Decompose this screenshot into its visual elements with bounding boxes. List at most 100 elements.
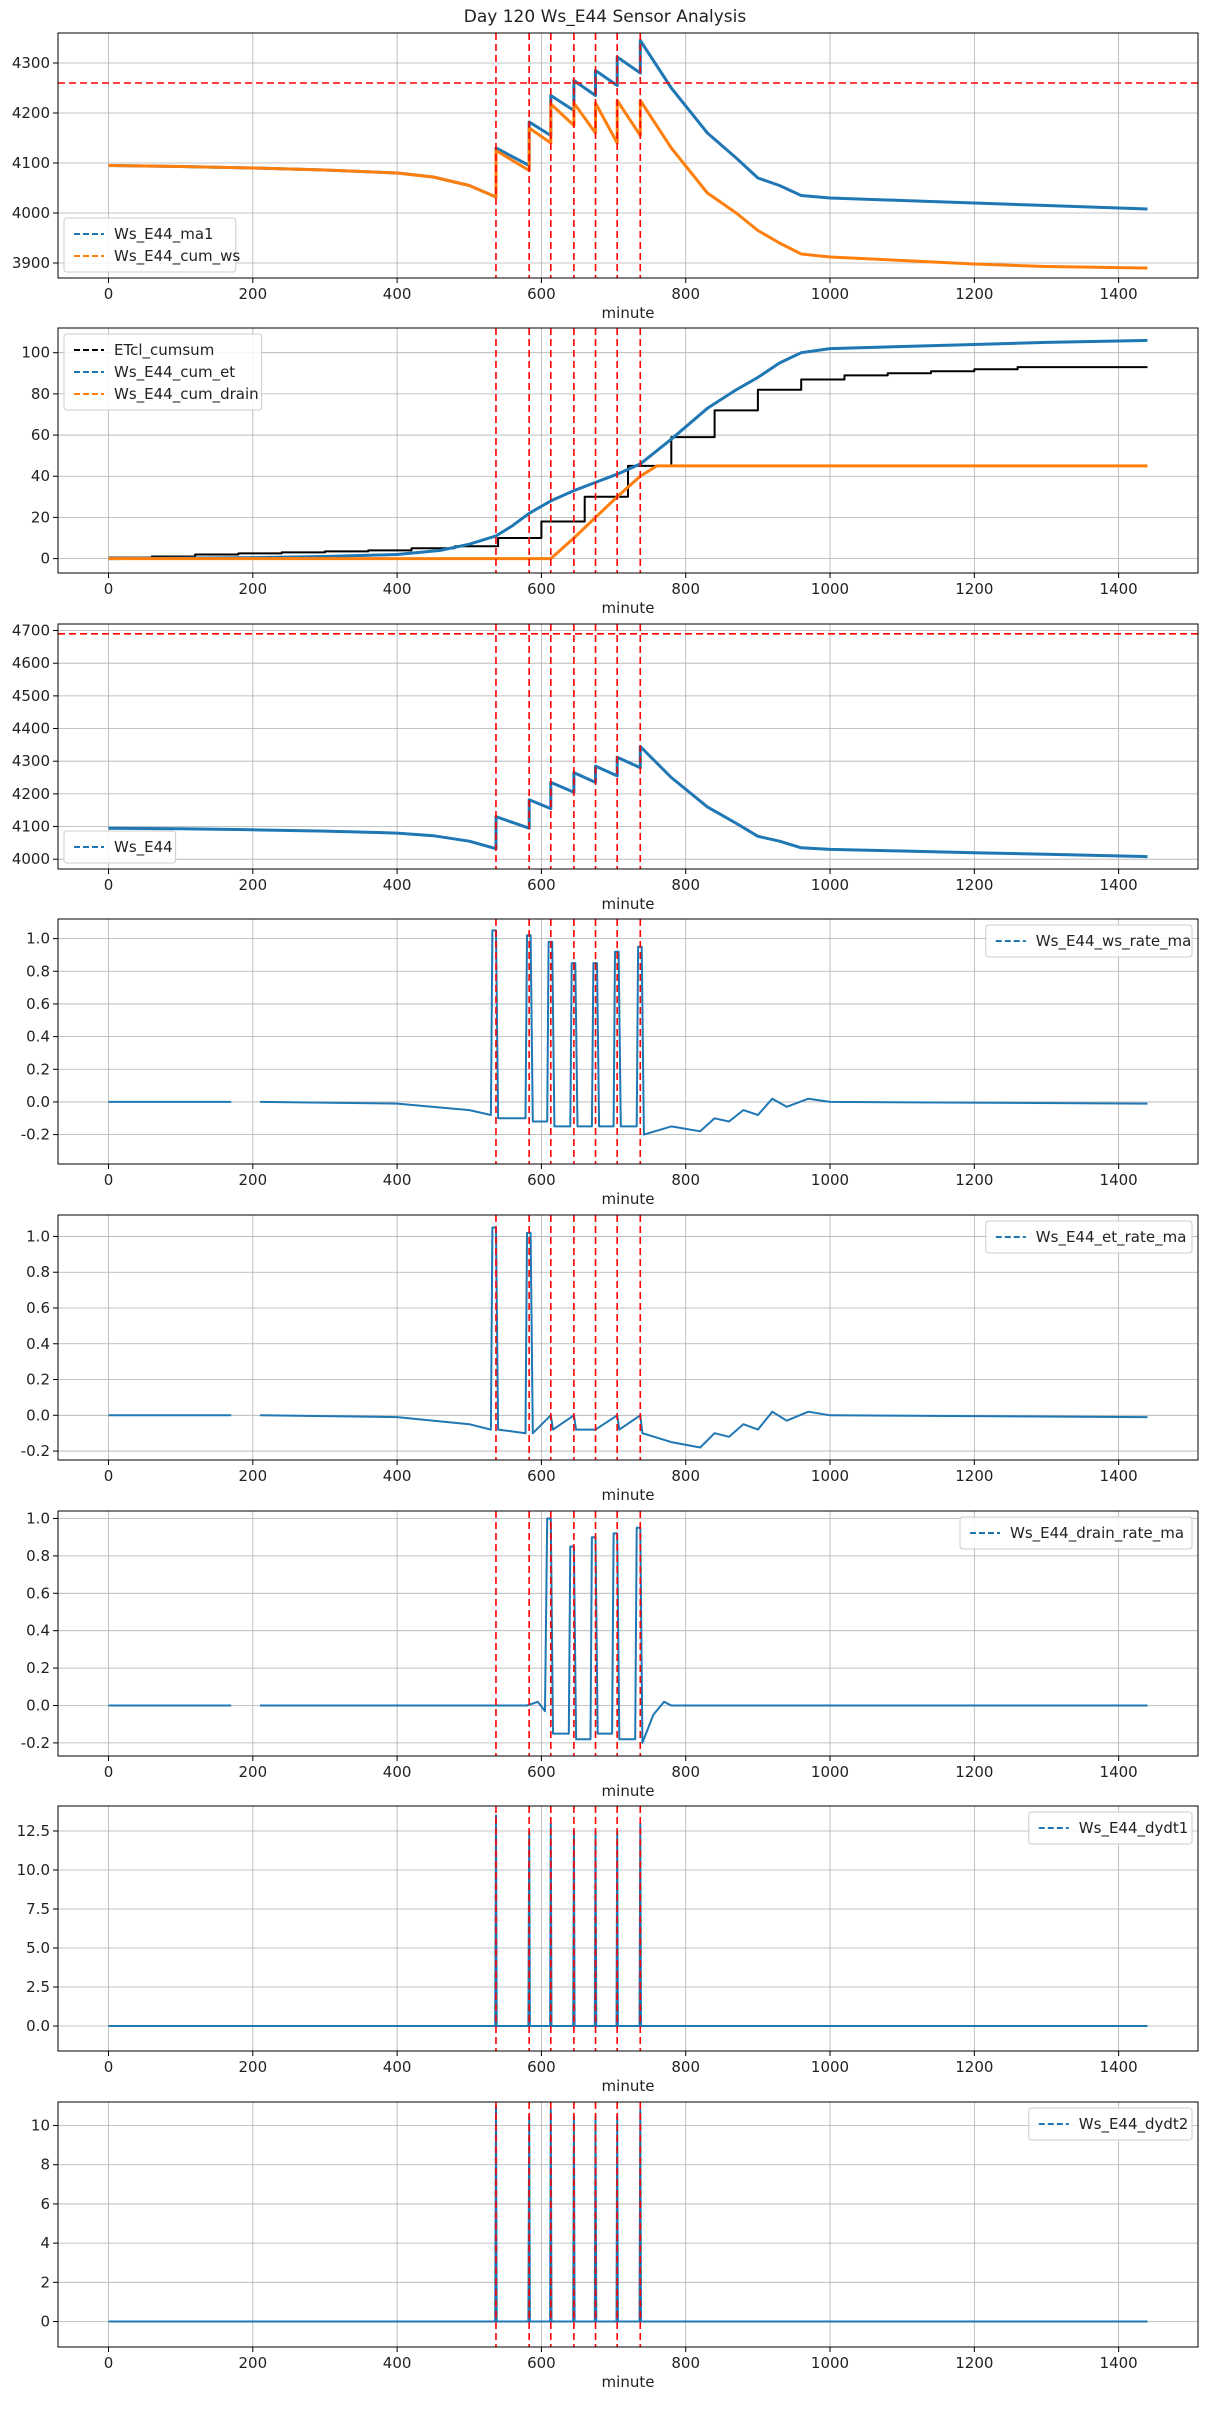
legend-entry: Ws_E44_cum_drain [114,385,259,404]
x-tick-label: 400 [383,1763,412,1781]
x-tick-label: 1000 [811,1171,849,1189]
y-tick-label: 60 [31,426,50,444]
x-tick-label: 1400 [1100,1763,1138,1781]
x-tick-label: 1000 [811,2354,849,2372]
y-tick-label: 100 [21,344,50,362]
x-axis-label: minute [602,2077,655,2095]
axes-frame [57,1214,1199,1461]
plot-area [108,1511,1148,1756]
x-tick-label: 600 [527,2058,556,2076]
y-tick-label: 4200 [12,104,50,122]
y-tick-label: 1.0 [26,1509,50,1527]
series-line-Ws_E44_dydt2 [108,2104,1148,2323]
y-tick-label: 4600 [12,654,50,672]
series-line-Ws_E44_et_rate_ma [108,1226,1148,1449]
legend-box [63,333,263,411]
x-axis-label: minute [602,1190,655,1208]
y-tick-label: 0.0 [26,1093,50,1111]
x-tick-label: 1400 [1100,1171,1138,1189]
y-tick-label: 4 [40,2234,50,2252]
axes-frame [57,2101,1199,2348]
legend-box [63,830,177,864]
series-line-Ws_E44_ma1 [108,39,1148,211]
figure-title: Day 120 Ws_E44 Sensor Analysis [464,7,747,27]
x-tick-label: 400 [383,876,412,894]
panel-4: 0 200 400 600 800 1000 1200 1400 -0.2 0.0 0.2 0.4 0.… [21,918,1199,1208]
x-tick-label: 1400 [1100,2354,1138,2372]
legend: Ws_E44_drain_rate_ma [959,1516,1193,1550]
x-tick-label: 1200 [955,2354,993,2372]
x-tick-label: 600 [527,580,556,598]
x-tick-label: 1200 [955,1763,993,1781]
x-tick-label: 200 [238,1763,267,1781]
legend-box [985,1220,1193,1254]
axes-frame [57,32,1199,279]
series-line-Ws_E44_cum_ws [108,99,1148,270]
legend-box [63,217,237,273]
legend: Ws_E44_et_rate_ma [985,1220,1193,1254]
x-tick-label: 1200 [955,285,993,303]
x-tick-label: 400 [383,2058,412,2076]
x-tick-label: 1000 [811,876,849,894]
x-axis-label: minute [602,1486,655,1504]
y-tick-label: 20 [31,508,50,526]
x-tick-label: 800 [671,285,700,303]
x-tick-label: 0 [104,580,114,598]
series-line-Ws_E44_ws_rate_ma [108,929,1148,1136]
x-tick-label: 1200 [955,2058,993,2076]
panel-1: 0 200 400 600 800 1000 1200 1400 3900 4000 4100 420… [12,32,1199,322]
x-tick-label: 800 [671,876,700,894]
x-tick-label: 0 [104,1467,114,1485]
y-tick-label: 4000 [12,204,50,222]
legend-box [1028,1811,1193,1845]
x-tick-label: 600 [527,1467,556,1485]
axes-frame [57,623,1199,870]
x-axis-label: minute [602,895,655,913]
y-tick-label: 3900 [12,254,50,272]
y-tick-label: 4300 [12,54,50,72]
panel-7: 0 200 400 600 800 1000 1200 1400 0.0 2.5 5.0 7.5 10.… [17,1805,1199,2095]
x-axis-label: minute [602,304,655,322]
x-tick-label: 200 [238,285,267,303]
legend-entry: Ws_E44_dydt1 [1079,1819,1189,1838]
y-tick-label: 8 [40,2156,50,2174]
y-tick-label: 0.2 [26,1060,50,1078]
legend-box [1028,2107,1193,2141]
x-tick-label: 1000 [811,580,849,598]
x-tick-label: 400 [383,580,412,598]
x-tick-label: 0 [104,876,114,894]
x-tick-label: 0 [104,1763,114,1781]
y-tick-label: 0.8 [26,962,50,980]
y-tick-label: 1.0 [26,1227,50,1245]
y-tick-label: 4400 [12,720,50,738]
y-tick-label: 0.2 [26,1371,50,1389]
x-tick-label: 1200 [955,876,993,894]
legend-entry: Ws_E44_ma1 [114,225,214,244]
plot-area [58,624,1198,869]
x-tick-label: 1400 [1100,285,1138,303]
legend: Ws_E44_dydt1 [1028,1811,1193,1845]
x-tick-label: 800 [671,1171,700,1189]
y-tick-label: 80 [31,385,50,403]
y-tick-label: 4100 [12,154,50,172]
series-line-Ws_E44_dydt1 [108,1814,1148,2027]
x-tick-label: 600 [527,876,556,894]
plot-area [108,1215,1148,1460]
y-tick-label: 5.0 [26,1939,50,1957]
x-tick-label: 800 [671,1763,700,1781]
x-tick-label: 1400 [1100,580,1138,598]
x-tick-label: 1000 [811,1763,849,1781]
x-tick-label: 0 [104,1171,114,1189]
y-tick-label: -0.2 [21,1442,50,1460]
y-tick-label: 0.6 [26,1299,50,1317]
panel-2: 0 200 400 600 800 1000 1200 1400 0 20 40 60 80 100 min… [21,327,1199,617]
x-tick-label: 0 [104,285,114,303]
panel-5: 0 200 400 600 800 1000 1200 1400 -0.2 0.0 0.2 0.4 0.… [21,1214,1199,1504]
y-tick-label: 0.4 [26,1335,50,1353]
axes-frame [57,918,1199,1165]
y-tick-label: 4200 [12,785,50,803]
y-tick-label: 4100 [12,818,50,836]
y-tick-label: 40 [31,467,50,485]
y-tick-label: 0 [40,550,50,568]
